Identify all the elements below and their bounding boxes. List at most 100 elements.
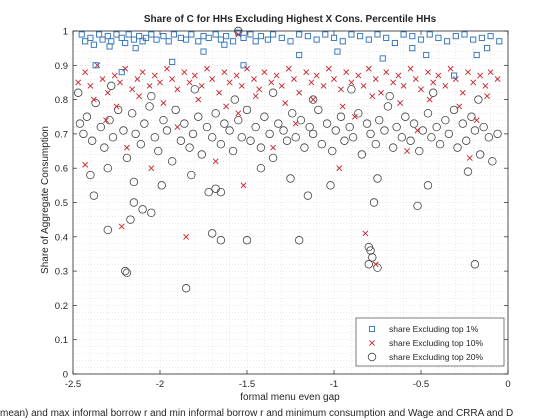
tick-labels: -2.5 -2 -1.5 -1 -0.5 0 0 0.1 0.2 0.3 0.4 0.5 0.6 0.7 0… [55, 27, 511, 391]
circle-marker [340, 136, 349, 145]
circle-marker [147, 208, 156, 217]
x-marker [447, 65, 454, 72]
square-marker [221, 41, 228, 48]
x-axis-label: formal menu even gap [240, 392, 340, 403]
x-marker [111, 72, 118, 79]
circle-marker [369, 198, 379, 207]
circle-marker [385, 91, 394, 101]
circle-marker [308, 95, 318, 104]
circle-marker [314, 105, 323, 115]
x-marker [397, 100, 404, 106]
square-marker [473, 51, 480, 59]
square-marker [334, 48, 341, 55]
circle-marker [326, 181, 335, 190]
legend-circle-marker [367, 352, 377, 362]
x-marker [466, 154, 473, 161]
square-marker [92, 62, 99, 69]
circle-marker [180, 119, 189, 128]
circle-marker [159, 115, 168, 125]
x-marker [209, 76, 216, 82]
circle-marker [375, 115, 384, 125]
circle-marker [220, 119, 229, 128]
y-axis-label: Share of Aggregate Consumption [40, 126, 51, 274]
square-marker [90, 41, 97, 48]
circle-marker [242, 236, 252, 245]
square-marker [212, 31, 219, 38]
circle-marker [127, 109, 137, 118]
circle-marker [216, 236, 226, 245]
x-marker [303, 69, 310, 76]
square-marker [230, 38, 237, 45]
circle-marker [348, 133, 358, 142]
circle-marker [129, 198, 139, 207]
circle-marker [331, 126, 340, 135]
x-marker [459, 89, 466, 96]
square-marker [217, 36, 224, 43]
square-marker [104, 33, 111, 40]
x-marker [251, 76, 257, 82]
x-marker [418, 86, 424, 93]
square-marker [423, 51, 430, 59]
circle-marker [470, 126, 480, 135]
x-marker [124, 144, 130, 151]
circle-marker [274, 119, 283, 128]
chart-title: Share of C for HHs Excluding Highest X C… [144, 14, 437, 25]
square-marker [444, 38, 451, 45]
x-marker [456, 103, 463, 110]
square-marker [118, 69, 125, 76]
x-marker [164, 65, 170, 72]
x-marker [412, 76, 419, 82]
x-marker [146, 82, 153, 89]
circle-marker [103, 225, 112, 235]
circle-marker [108, 133, 118, 142]
circle-marker [397, 133, 407, 142]
square-marker [374, 31, 381, 38]
square-marker [287, 38, 294, 45]
circle-marker [91, 98, 100, 108]
circle-marker [230, 95, 240, 104]
circle-marker [181, 284, 191, 293]
square-marker [183, 36, 190, 43]
square-marker [478, 34, 485, 41]
x-marker [452, 76, 459, 82]
x-marker [238, 82, 245, 89]
x-marker [285, 65, 292, 72]
square-marker [200, 48, 207, 55]
x-marker [268, 79, 275, 86]
square-marker [496, 38, 503, 45]
x-marker [378, 89, 384, 96]
x-marker [465, 69, 471, 76]
square-marker [132, 45, 139, 52]
circle-marker [282, 136, 292, 145]
y-tick-label: 0.7 [55, 129, 68, 140]
circle-marker [305, 122, 314, 132]
x-marker [372, 261, 379, 268]
x-marker [160, 100, 167, 106]
circle-marker [119, 126, 128, 135]
x-marker [435, 72, 442, 79]
circle-marker [432, 122, 441, 132]
y-tick-label: 0.9 [55, 61, 68, 72]
x-marker [442, 82, 449, 89]
circle-marker [256, 163, 266, 173]
x-marker [113, 103, 120, 110]
y-tick-label: 0.5 [55, 198, 68, 209]
x-marker [292, 120, 299, 127]
square-marker [87, 34, 94, 41]
square-marker [240, 34, 247, 41]
circle-marker [207, 229, 217, 238]
circle-marker [96, 122, 106, 132]
x-tick-label: -1 [330, 379, 338, 390]
circle-marker [462, 136, 471, 145]
circle-marker [415, 146, 424, 156]
x-marker [87, 82, 94, 89]
x-marker [90, 96, 97, 103]
circle-marker [150, 133, 159, 142]
circle-marker [317, 139, 327, 149]
legend-square-marker [368, 325, 376, 333]
square-marker [400, 31, 407, 38]
x-marker [174, 86, 181, 93]
square-marker [409, 45, 416, 52]
circle-marker [228, 146, 238, 156]
circle-marker [82, 112, 92, 121]
